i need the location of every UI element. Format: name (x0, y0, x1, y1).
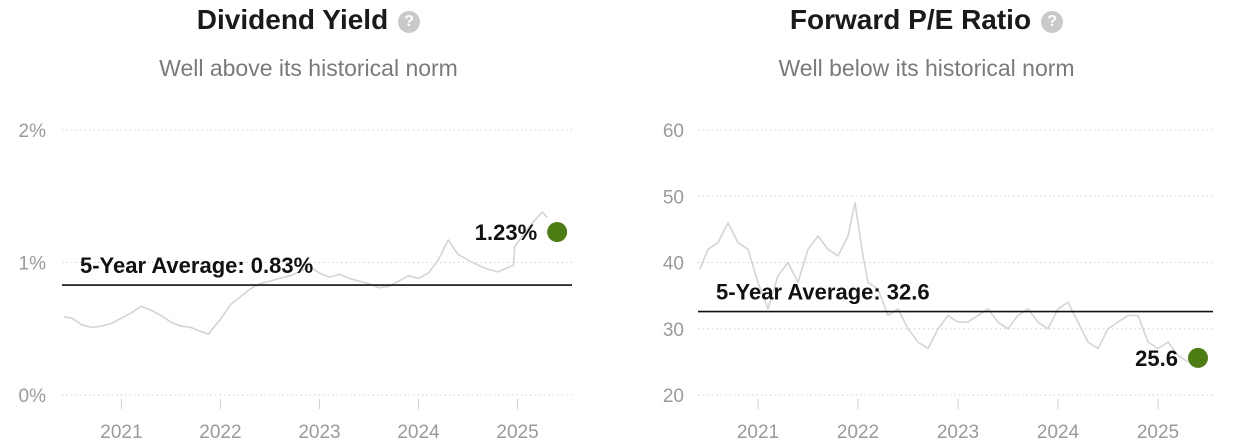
chart-title: Forward P/E Ratio (789, 4, 1032, 35)
chart-subtitle: Well above its historical norm (159, 55, 458, 81)
current-value-dot (547, 222, 568, 243)
x-tick-label: 2023 (937, 422, 979, 443)
chart-title-row: Forward P/E Ratio? (618, 4, 1235, 36)
question-mark-icon[interactable]: ? (398, 11, 421, 33)
y-tick-label: 2% (19, 121, 47, 142)
series-line (63, 211, 548, 335)
x-tick-label: 2024 (397, 422, 440, 443)
y-tick-label: 20 (663, 386, 684, 407)
current-value-dot (1188, 347, 1208, 368)
x-tick-label: 2021 (100, 422, 142, 443)
y-tick-label: 1% (19, 254, 47, 275)
chart-subtitle: Well below its historical norm (778, 55, 1075, 81)
series-line (699, 202, 1189, 363)
forward-pe-panel: Forward P/E Ratio? Well below its histor… (618, 0, 1235, 444)
dividend-yield-chart: 2% 1% 0% 2021 2022 2023 2024 2025 5-Year Average… (19, 121, 572, 443)
x-tick-label: 2024 (1037, 422, 1080, 443)
y-tick-label: 60 (663, 121, 684, 142)
x-tick-label: 2025 (496, 422, 538, 443)
current-value-label: 25.6 (1135, 346, 1178, 371)
chart-title-row: Dividend Yield? (0, 4, 617, 36)
y-tick-label: 50 (663, 187, 684, 208)
x-tick-label: 2022 (837, 422, 879, 443)
average-label: 5-Year Average: 0.83% (80, 253, 313, 278)
x-tick-label: 2021 (737, 422, 779, 443)
y-tick-label: 30 (663, 320, 684, 341)
y-tick-label: 0% (19, 386, 47, 407)
y-tick-label: 40 (663, 254, 684, 275)
forward-pe-chart: 60 50 40 30 20 2021 2022 2023 2024 2025 5-Year Ave… (663, 121, 1213, 443)
chart-title: Dividend Yield (196, 4, 389, 35)
current-value-label: 1.23% (475, 220, 537, 245)
x-tick-label: 2023 (298, 422, 340, 443)
average-label: 5-Year Average: 32.6 (716, 280, 930, 305)
x-tick-label: 2025 (1137, 422, 1179, 443)
question-mark-icon[interactable]: ? (1041, 11, 1064, 33)
x-tick-label: 2022 (199, 422, 241, 443)
dividend-yield-panel: Dividend Yield? Well above its historica… (0, 0, 617, 444)
